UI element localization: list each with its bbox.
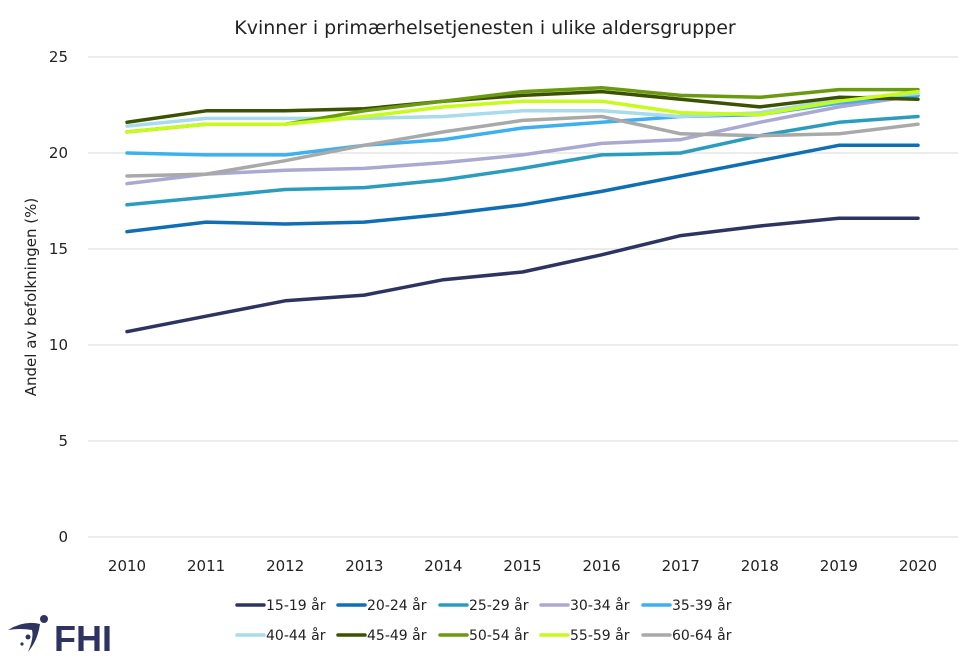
- x-tick-label: 2015: [503, 557, 541, 575]
- legend-item: 55-59 år: [539, 627, 630, 644]
- legend-item: 40-44 år: [235, 627, 326, 644]
- legend-item: 25-29 år: [438, 597, 529, 614]
- legend-label: 20-24 år: [367, 597, 427, 614]
- x-tick-label: 2016: [583, 557, 621, 575]
- y-tick-label: 25: [49, 48, 68, 66]
- legend-item: 45-49 år: [336, 627, 427, 644]
- x-tick-label: 2010: [108, 557, 146, 575]
- y-tick-label: 20: [49, 144, 68, 162]
- series-line-45-49: [125, 89, 920, 125]
- legend-label: 50-54 år: [469, 627, 529, 644]
- x-tick-label: 2018: [741, 557, 779, 575]
- x-tick-label: 2020: [899, 557, 937, 575]
- fhi-figure-icon: [8, 615, 48, 652]
- x-tick-label: 2013: [345, 557, 383, 575]
- y-axis-label: Andel av befolkningen (%): [22, 198, 40, 397]
- legend-label: 40-44 år: [266, 627, 326, 644]
- chart-title: Kvinner i primærhelsetjenesten i ulike a…: [234, 17, 736, 39]
- series-line-60-64: [125, 114, 920, 178]
- legend-item: 60-64 år: [641, 627, 732, 644]
- x-axis-ticks: 2010 2011 2012 2013 2014 2015 2016 2017 2018 2019…: [108, 557, 937, 575]
- legend-label: 35-39 år: [672, 597, 732, 614]
- legend-item: 50-54 år: [438, 627, 529, 644]
- legend-label: 55-59 år: [570, 627, 630, 644]
- fhi-logo: FHI: [8, 615, 112, 656]
- legend-item: 30-34 år: [539, 597, 630, 614]
- x-tick-label: 2012: [266, 557, 304, 575]
- y-tick-label: 15: [49, 240, 68, 258]
- y-tick-label: 5: [58, 432, 68, 450]
- legend-label: 45-49 år: [367, 627, 427, 644]
- series-line-30-34: [125, 93, 920, 186]
- legend-label: 15-19 år: [266, 597, 326, 614]
- legend-label: 25-29 år: [469, 597, 529, 614]
- legend-item: 35-39 år: [641, 597, 732, 614]
- gridlines: [88, 56, 958, 538]
- series-line-40-44: [125, 91, 920, 128]
- legend-label: 30-34 år: [570, 597, 630, 614]
- y-axis-ticks: 0 5 10 15 20 25: [49, 48, 68, 546]
- series-line-25-29: [125, 114, 920, 207]
- y-tick-label: 10: [49, 336, 68, 354]
- series-line-55-59: [125, 89, 920, 134]
- x-tick-label: 2014: [424, 557, 462, 575]
- legend-item: 15-19 år: [235, 597, 326, 614]
- series-line-20-24: [125, 143, 920, 234]
- series-lines: [125, 85, 920, 334]
- x-tick-label: 2019: [820, 557, 858, 575]
- x-tick-label: 2011: [187, 557, 225, 575]
- legend: 15-19 år 20-24 år 25-29 år 30-34 år 35-39 år…: [235, 597, 732, 644]
- fhi-logo-text: FHI: [54, 618, 112, 656]
- y-tick-label: 0: [58, 528, 68, 546]
- legend-label: 60-64 år: [672, 627, 732, 644]
- series-line-15-19: [125, 216, 920, 334]
- legend-item: 20-24 år: [336, 597, 427, 614]
- x-tick-label: 2017: [662, 557, 700, 575]
